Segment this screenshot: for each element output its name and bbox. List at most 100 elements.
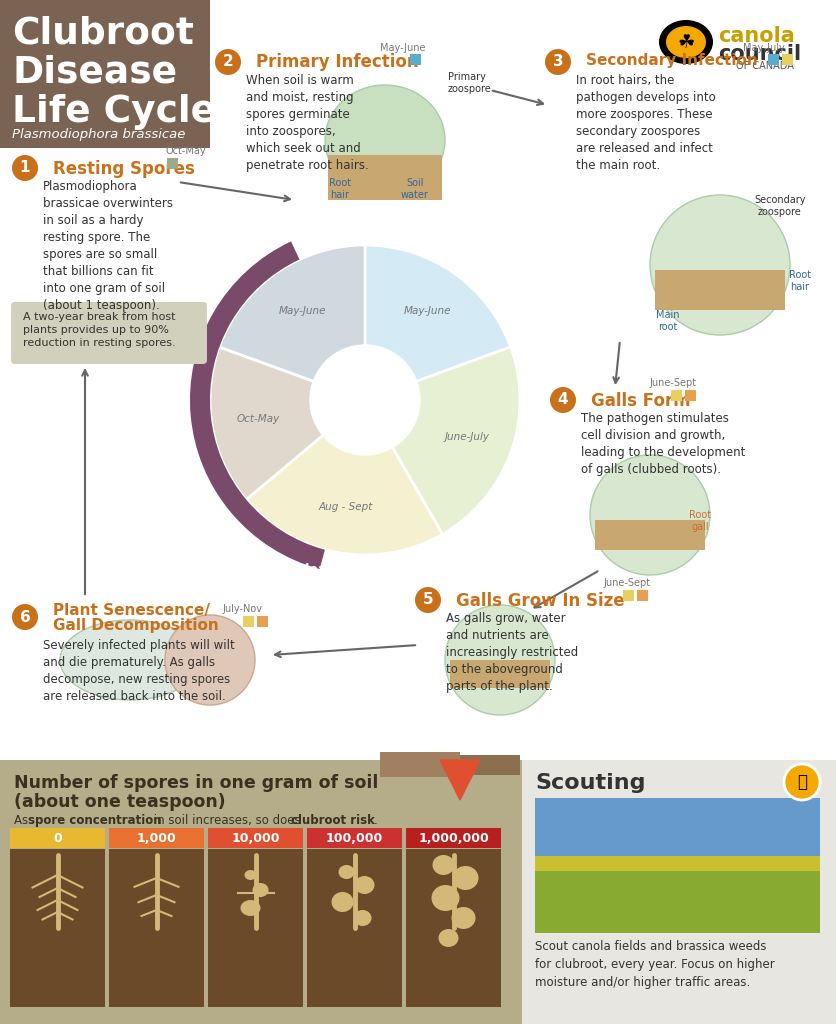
Text: May-June: May-June bbox=[279, 306, 327, 316]
FancyBboxPatch shape bbox=[782, 54, 793, 65]
Circle shape bbox=[650, 195, 790, 335]
Ellipse shape bbox=[244, 870, 257, 880]
Wedge shape bbox=[365, 245, 511, 400]
Text: 10,000: 10,000 bbox=[232, 831, 280, 845]
FancyBboxPatch shape bbox=[671, 390, 682, 401]
FancyBboxPatch shape bbox=[0, 760, 522, 1024]
Text: 🔍: 🔍 bbox=[797, 773, 807, 791]
Text: May-June: May-June bbox=[380, 43, 426, 53]
Text: In root hairs, the
pathogen develops into
more zoospores. These
secondary zoospo: In root hairs, the pathogen develops int… bbox=[576, 74, 716, 172]
Wedge shape bbox=[247, 400, 442, 555]
Ellipse shape bbox=[60, 620, 200, 700]
Text: Secondary
zoospore: Secondary zoospore bbox=[754, 195, 806, 217]
Text: 6: 6 bbox=[19, 609, 30, 625]
FancyBboxPatch shape bbox=[109, 828, 204, 848]
Ellipse shape bbox=[241, 900, 261, 916]
FancyBboxPatch shape bbox=[768, 54, 779, 65]
Ellipse shape bbox=[332, 892, 354, 912]
Text: May-June: May-June bbox=[404, 306, 451, 316]
Text: ☘: ☘ bbox=[677, 33, 695, 51]
FancyBboxPatch shape bbox=[328, 155, 442, 200]
Text: Root
hair: Root hair bbox=[329, 178, 351, 200]
Wedge shape bbox=[190, 242, 325, 569]
Wedge shape bbox=[219, 245, 365, 400]
Text: 1,000: 1,000 bbox=[136, 831, 176, 845]
Ellipse shape bbox=[451, 907, 476, 929]
Ellipse shape bbox=[452, 866, 478, 890]
FancyBboxPatch shape bbox=[307, 849, 402, 1007]
Circle shape bbox=[545, 49, 571, 75]
Text: Gall Decomposition: Gall Decomposition bbox=[53, 618, 219, 633]
Ellipse shape bbox=[339, 865, 354, 879]
Text: Plant Senescence/: Plant Senescence/ bbox=[53, 603, 210, 618]
Text: Scout canola fields and brassica weeds
for clubroot, every year. Focus on higher: Scout canola fields and brassica weeds f… bbox=[535, 940, 775, 989]
FancyBboxPatch shape bbox=[10, 849, 105, 1007]
Ellipse shape bbox=[439, 929, 458, 947]
Text: Aug - Sept: Aug - Sept bbox=[319, 502, 374, 512]
Text: Galls Grow In Size: Galls Grow In Size bbox=[456, 592, 624, 610]
Wedge shape bbox=[210, 347, 365, 500]
Circle shape bbox=[784, 764, 820, 800]
Circle shape bbox=[415, 587, 441, 613]
Text: The pathogen stimulates
cell division and growth,
leading to the development
of : The pathogen stimulates cell division an… bbox=[581, 412, 746, 476]
Text: 3: 3 bbox=[553, 54, 563, 70]
Text: A two-year break from host
plants provides up to 90%
reduction in resting spores: A two-year break from host plants provid… bbox=[23, 312, 176, 348]
Text: Secondary Infection: Secondary Infection bbox=[586, 53, 757, 68]
Text: June-Sept: June-Sept bbox=[649, 378, 696, 388]
Text: June-July: June-July bbox=[445, 432, 489, 442]
FancyBboxPatch shape bbox=[257, 616, 268, 627]
FancyBboxPatch shape bbox=[535, 856, 820, 871]
FancyBboxPatch shape bbox=[535, 862, 820, 933]
Text: Main
root: Main root bbox=[656, 310, 680, 332]
FancyBboxPatch shape bbox=[243, 616, 254, 627]
Text: Oct-May: Oct-May bbox=[165, 146, 206, 156]
FancyBboxPatch shape bbox=[208, 828, 303, 848]
Text: canola: canola bbox=[718, 26, 795, 46]
Text: 2: 2 bbox=[222, 54, 233, 70]
Text: Number of spores in one gram of soil: Number of spores in one gram of soil bbox=[14, 774, 379, 792]
Ellipse shape bbox=[354, 876, 375, 894]
Text: in soil increases, so does: in soil increases, so does bbox=[150, 814, 304, 827]
FancyBboxPatch shape bbox=[208, 849, 303, 1007]
Ellipse shape bbox=[659, 20, 713, 63]
Text: Clubroot
Disease
Life Cycle: Clubroot Disease Life Cycle bbox=[12, 15, 217, 130]
Circle shape bbox=[310, 345, 420, 455]
Circle shape bbox=[215, 49, 241, 75]
Text: June-Sept: June-Sept bbox=[603, 578, 650, 588]
Text: As galls grow, water
and nutrients are
increasingly restricted
to the abovegroun: As galls grow, water and nutrients are i… bbox=[446, 612, 579, 693]
FancyBboxPatch shape bbox=[167, 158, 178, 169]
Text: As: As bbox=[14, 814, 32, 827]
Ellipse shape bbox=[354, 910, 371, 926]
Text: Severely infected plants will wilt
and die prematurely. As galls
decompose, new : Severely infected plants will wilt and d… bbox=[43, 639, 235, 703]
Text: clubroot risk: clubroot risk bbox=[291, 814, 375, 827]
Text: 1: 1 bbox=[20, 161, 30, 175]
Text: Ideal Scouting Time: Ideal Scouting Time bbox=[295, 563, 435, 575]
Text: 0: 0 bbox=[54, 831, 62, 845]
FancyBboxPatch shape bbox=[450, 660, 550, 688]
Text: 100,000: 100,000 bbox=[326, 831, 383, 845]
Wedge shape bbox=[365, 347, 520, 535]
Ellipse shape bbox=[325, 85, 445, 195]
FancyBboxPatch shape bbox=[11, 302, 207, 364]
Text: Oct-May: Oct-May bbox=[237, 414, 280, 424]
Text: 5: 5 bbox=[423, 593, 433, 607]
Text: Resting Spores: Resting Spores bbox=[53, 160, 195, 178]
Ellipse shape bbox=[666, 26, 706, 58]
Text: council: council bbox=[718, 44, 801, 63]
FancyBboxPatch shape bbox=[685, 390, 696, 401]
Text: May-July: May-July bbox=[743, 43, 785, 53]
Text: OF CANADA: OF CANADA bbox=[736, 61, 794, 71]
Circle shape bbox=[12, 604, 38, 630]
Text: Scouting: Scouting bbox=[535, 773, 645, 793]
Circle shape bbox=[550, 387, 576, 413]
Text: .: . bbox=[374, 814, 378, 827]
FancyBboxPatch shape bbox=[307, 828, 402, 848]
FancyBboxPatch shape bbox=[109, 849, 204, 1007]
FancyBboxPatch shape bbox=[637, 590, 648, 601]
Ellipse shape bbox=[432, 855, 455, 874]
Text: When soil is warm
and moist, resting
spores germinate
into zoospores,
which seek: When soil is warm and moist, resting spo… bbox=[246, 74, 369, 172]
Text: (about one teaspoon): (about one teaspoon) bbox=[14, 793, 226, 811]
FancyBboxPatch shape bbox=[10, 828, 105, 848]
FancyBboxPatch shape bbox=[406, 849, 501, 1007]
Text: July-Nov: July-Nov bbox=[222, 604, 262, 614]
